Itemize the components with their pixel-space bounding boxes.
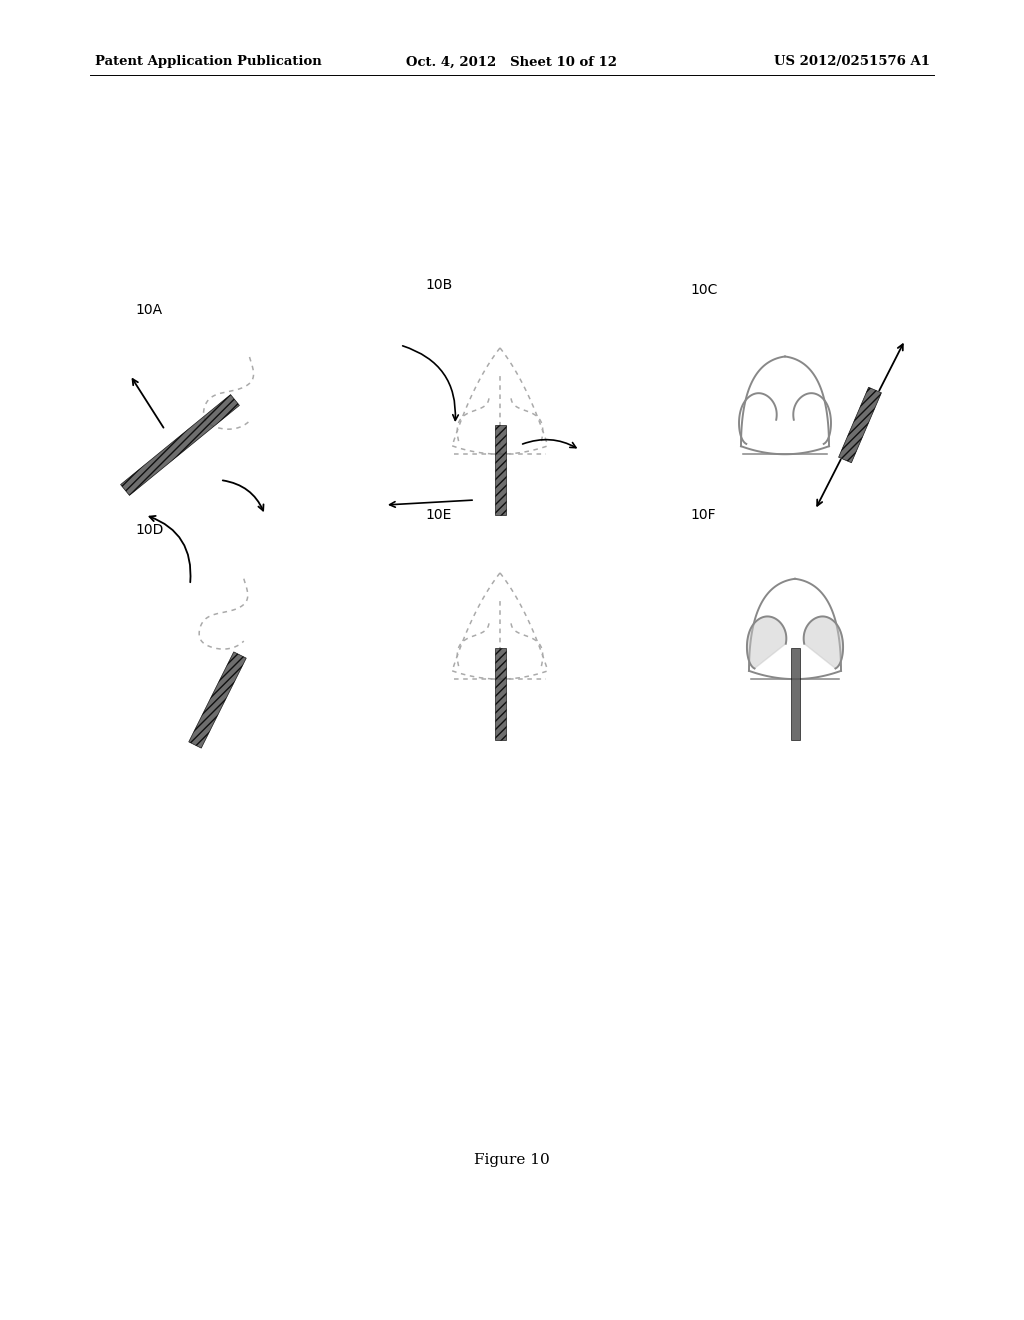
Polygon shape — [188, 652, 246, 748]
Text: 10C: 10C — [690, 282, 718, 297]
Polygon shape — [791, 648, 800, 741]
Polygon shape — [804, 616, 843, 668]
Text: Patent Application Publication: Patent Application Publication — [95, 55, 322, 69]
Text: 10D: 10D — [135, 523, 164, 537]
Text: 10B: 10B — [425, 279, 453, 292]
Polygon shape — [495, 648, 506, 741]
Polygon shape — [121, 395, 240, 495]
Text: Oct. 4, 2012   Sheet 10 of 12: Oct. 4, 2012 Sheet 10 of 12 — [407, 55, 617, 69]
Text: US 2012/0251576 A1: US 2012/0251576 A1 — [774, 55, 930, 69]
Polygon shape — [746, 616, 786, 668]
Text: 10A: 10A — [135, 304, 162, 317]
Text: 10F: 10F — [690, 508, 716, 521]
Polygon shape — [839, 387, 882, 463]
Polygon shape — [495, 425, 506, 515]
Text: 10E: 10E — [425, 508, 452, 521]
Text: Figure 10: Figure 10 — [474, 1152, 550, 1167]
